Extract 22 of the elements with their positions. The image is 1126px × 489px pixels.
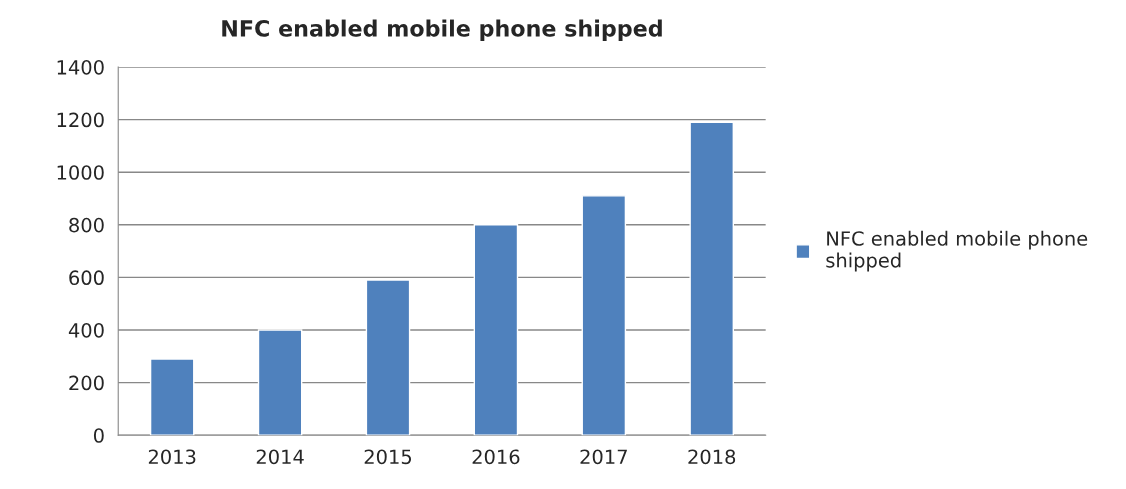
y-tick-label: 1200	[57, 112, 104, 128]
chart-title: NFC enabled mobile phone shipped	[222, 19, 662, 42]
x-tick-label: 2017	[580, 449, 627, 465]
x-tick-label: 2018	[688, 449, 736, 465]
bar	[149, 358, 195, 436]
y-tick-label: 400	[68, 322, 104, 338]
y-tick-label: 0	[93, 428, 104, 443]
y-tick-label: 1400	[57, 59, 104, 75]
y-tick-label: 600	[69, 270, 104, 286]
y-tick-label: 200	[69, 375, 104, 391]
bar	[473, 224, 519, 436]
x-tick-label: 2016	[472, 449, 520, 465]
legend-label: NFC enabled mobile phone shipped	[826, 230, 1088, 272]
y-tick-label: 800	[69, 217, 104, 233]
x-tick-label: 2014	[256, 449, 304, 465]
x-tick-label: 2015	[364, 449, 412, 465]
bar	[581, 195, 627, 436]
y-tick-label: 1000	[57, 165, 104, 180]
bar	[257, 329, 303, 436]
bar	[689, 121, 735, 436]
x-tick-label: 2013	[148, 449, 196, 465]
bar	[365, 279, 411, 436]
